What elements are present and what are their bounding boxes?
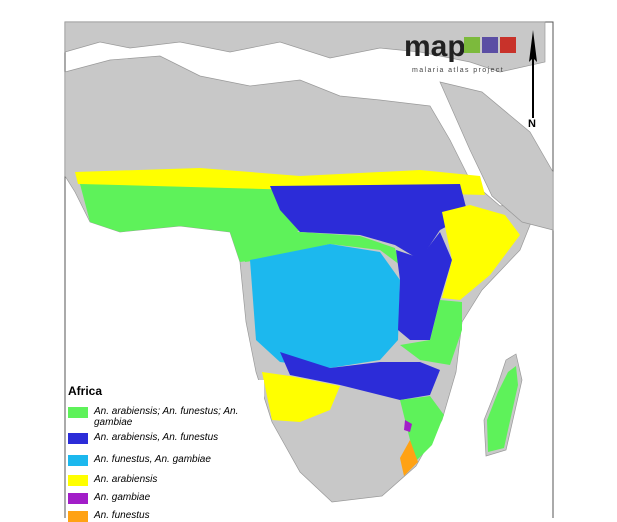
zone bbox=[396, 232, 452, 340]
legend-item: An. funestus, An. gambiae bbox=[68, 454, 244, 466]
legend-label: An. arabiensis, An. funestus bbox=[94, 432, 219, 443]
legend-label: An. funestus bbox=[94, 510, 150, 521]
zone bbox=[442, 205, 520, 300]
legend-swatch bbox=[68, 493, 88, 504]
north-arrow bbox=[529, 30, 537, 118]
legend-item: An. funestus bbox=[68, 510, 244, 522]
species-zones bbox=[75, 168, 520, 476]
zone bbox=[240, 232, 400, 265]
legend-title: Africa bbox=[68, 384, 103, 398]
legend-swatch bbox=[68, 433, 88, 444]
zone bbox=[404, 420, 412, 432]
legend-label: An. gambiae bbox=[94, 492, 151, 503]
legend-item: An. gambiae bbox=[68, 492, 244, 504]
legend-label: An. arabiensis bbox=[94, 474, 158, 485]
legend-swatch bbox=[68, 455, 88, 466]
zone bbox=[262, 372, 340, 422]
zone bbox=[270, 184, 468, 260]
legend-label: An. arabiensis; An. funestus; An. gambia… bbox=[94, 406, 239, 428]
zone bbox=[487, 366, 518, 452]
north-label: N bbox=[528, 118, 536, 130]
legend-item: An. arabiensis; An. funestus; An. gambia… bbox=[68, 406, 244, 428]
legend: Africa An. arabiensis; An. funestus; An.… bbox=[66, 380, 264, 522]
legend-item: An. arabiensis bbox=[68, 474, 244, 486]
zone bbox=[400, 396, 444, 462]
legend-swatch bbox=[68, 475, 88, 486]
legend-swatch bbox=[68, 511, 88, 522]
legend-item: An. arabiensis, An. funestus bbox=[68, 432, 244, 444]
zone bbox=[400, 440, 418, 476]
legend-label: An. funestus, An. gambiae bbox=[94, 454, 211, 465]
zone bbox=[280, 352, 440, 400]
zone bbox=[400, 300, 462, 365]
zone bbox=[250, 244, 400, 368]
logo-subtitle: malaria atlas project bbox=[412, 67, 504, 74]
logo-title: map bbox=[404, 30, 466, 63]
logo-tiles bbox=[464, 37, 516, 53]
legend-swatch bbox=[68, 407, 88, 418]
